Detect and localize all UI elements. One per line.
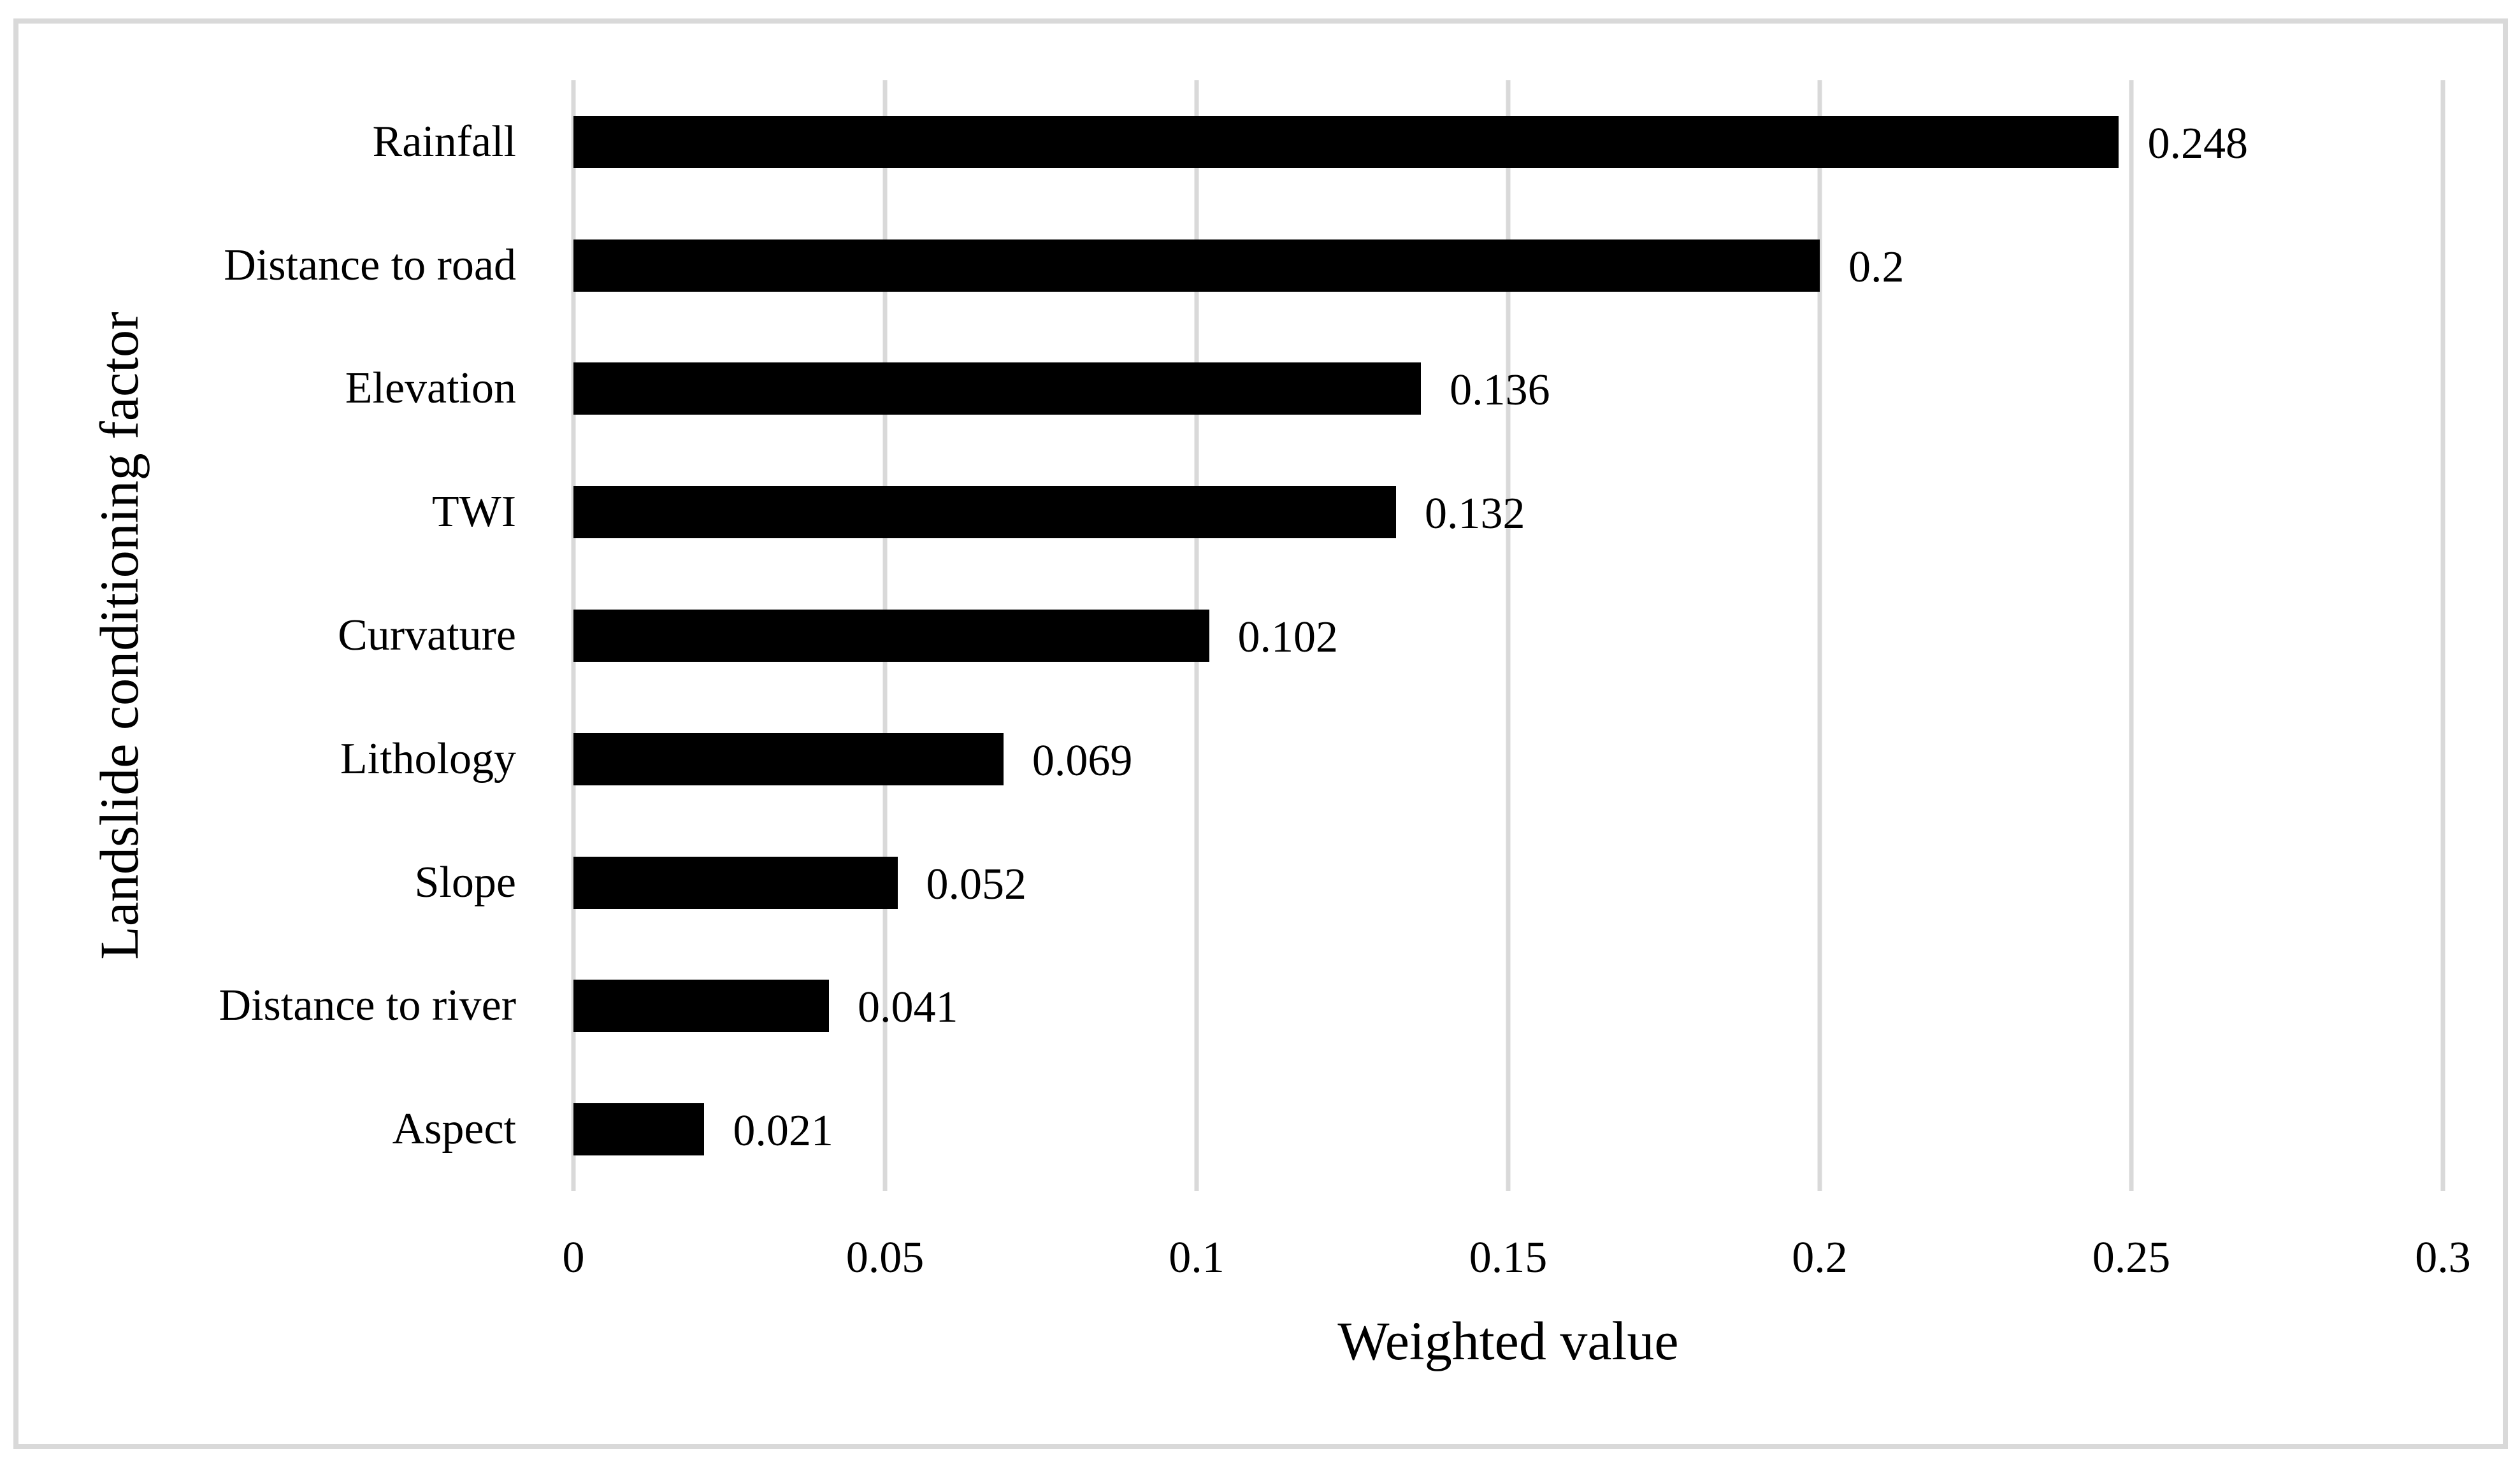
category-label-lithology: Lithology xyxy=(340,734,516,783)
bar-row: 0.248 xyxy=(573,80,2443,204)
category-label-curvature: Curvature xyxy=(338,610,516,660)
category-label-twi: TWI xyxy=(431,487,516,537)
category-label-aspect: Aspect xyxy=(392,1104,516,1154)
bar-row: 0.041 xyxy=(573,944,2443,1068)
bar-rows: 0.248 0.2 0.136 0.132 0.102 0.069 0.052 xyxy=(573,80,2443,1191)
x-tick-label: 0.3 xyxy=(2415,1233,2471,1282)
gridline-0.15 xyxy=(1506,80,1511,1191)
bar-value-label: 0.069 xyxy=(1032,736,1133,785)
gridline-0.3 xyxy=(2440,80,2445,1191)
bar-curvature xyxy=(573,609,1209,662)
category-label-elevation: Elevation xyxy=(345,364,516,413)
bar-value-label: 0.102 xyxy=(1237,612,1339,662)
bar-row: 0.069 xyxy=(573,697,2443,821)
bar-row: 0.136 xyxy=(573,327,2443,451)
bar-elevation xyxy=(573,362,1422,415)
bar-aspect xyxy=(573,1103,705,1156)
x-axis-title: Weighted value xyxy=(1337,1310,1679,1371)
category-axis-labels: Rainfall Distance to road Elevation TWI … xyxy=(0,80,516,1191)
bar-row: 0.052 xyxy=(573,821,2443,945)
category-label-slope: Slope xyxy=(414,857,516,907)
bar-row: 0.102 xyxy=(573,574,2443,697)
bar-row: 0.021 xyxy=(573,1068,2443,1191)
bar-distance-to-road xyxy=(573,239,1820,292)
bar-rainfall xyxy=(573,115,2119,168)
bar-value-label: 0.2 xyxy=(1848,242,1904,292)
bar-distance-to-river xyxy=(573,980,829,1033)
x-tick-label: 0.15 xyxy=(1469,1233,1548,1282)
x-tick-label: 0.1 xyxy=(1169,1233,1225,1282)
bar-row: 0.2 xyxy=(573,204,2443,327)
plot-area: 0.248 0.2 0.136 0.132 0.102 0.069 0.052 xyxy=(571,80,2445,1191)
bar-row: 0.132 xyxy=(573,450,2443,574)
x-tick-label: 0.25 xyxy=(2092,1233,2171,1282)
bar-value-label: 0.021 xyxy=(733,1106,833,1156)
bar-slope xyxy=(573,856,898,909)
x-tick-label: 0 xyxy=(562,1233,585,1282)
category-label-distance-to-river: Distance to river xyxy=(219,981,516,1031)
bar-value-label: 0.132 xyxy=(1424,489,1525,539)
category-label-distance-to-road: Distance to road xyxy=(224,240,516,290)
bar-value-label: 0.136 xyxy=(1450,366,1550,415)
bar-twi xyxy=(573,486,1396,539)
gridline-0.25 xyxy=(2129,80,2134,1191)
x-tick-label: 0.2 xyxy=(1792,1233,1848,1282)
category-label-rainfall: Rainfall xyxy=(372,117,516,166)
x-tick-label: 0.05 xyxy=(846,1233,925,1282)
y-axis-title: Landslide conditioning factor xyxy=(89,311,150,960)
figure-border xyxy=(13,18,2508,1449)
gridline-0.2 xyxy=(1817,80,1822,1191)
bar-value-label: 0.248 xyxy=(2147,118,2248,168)
bar-lithology xyxy=(573,732,1004,785)
bar-value-label: 0.041 xyxy=(857,983,958,1033)
bar-value-label: 0.052 xyxy=(926,859,1027,909)
